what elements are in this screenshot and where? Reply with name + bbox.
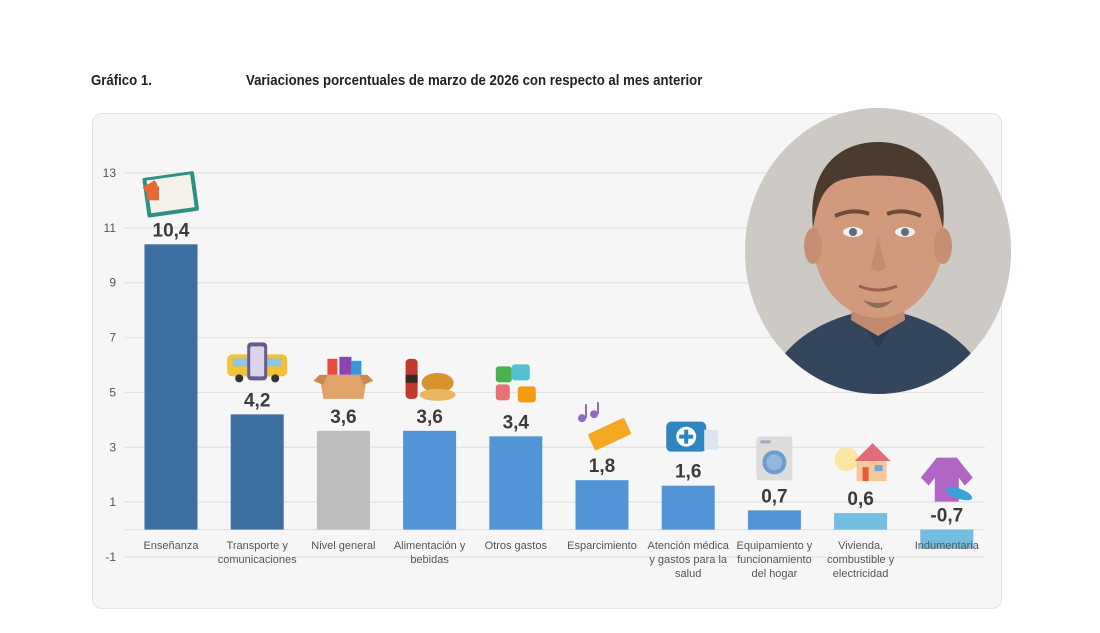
food-drink-icon [405, 358, 456, 401]
x-tick-label: electricidad [833, 568, 889, 580]
book-icon [142, 171, 199, 218]
washing-machine-icon [756, 436, 793, 481]
grocery-box-icon [313, 356, 374, 399]
bar [834, 513, 888, 530]
bar [403, 430, 457, 530]
y-tick-label: -1 [105, 550, 116, 564]
value-label: 3,4 [503, 412, 530, 433]
x-tick-label: Otros gastos [485, 540, 548, 552]
value-label: 3,6 [416, 407, 442, 428]
y-axis-ticks: 13 11 9 7 5 3 1 -1 [103, 166, 117, 564]
house-bulb-icon [834, 443, 891, 482]
x-tick-label: Equipamiento y [736, 540, 812, 552]
value-label: 4,2 [244, 390, 270, 411]
y-tick-label: 13 [103, 166, 117, 180]
bar [575, 480, 629, 530]
figure-number: Gráfico 1. [91, 72, 152, 89]
y-tick-label: 7 [109, 331, 116, 345]
x-tick-label: combustible y [827, 554, 895, 566]
bar [747, 510, 801, 530]
puzzle-money-icon [495, 364, 536, 403]
x-tick-label: y gastos para la [649, 554, 728, 566]
value-label: 0,7 [761, 486, 787, 507]
value-label: 1,6 [675, 462, 701, 483]
value-label: 10,4 [153, 220, 190, 241]
x-tick-label: funcionamiento [737, 554, 812, 566]
y-tick-label: 1 [109, 495, 116, 509]
x-tick-label: Atención médica [648, 540, 730, 552]
x-tick-label: Esparcimiento [567, 540, 637, 552]
value-label: 1,8 [589, 456, 615, 477]
bar [316, 430, 370, 530]
x-tick-label: Enseñanza [143, 540, 199, 552]
bus-phone-icon [227, 342, 288, 383]
value-labels: 10,4 4,2 3,6 3,6 3,4 1,8 1,6 0,7 0,6 -0,7 [153, 220, 964, 526]
x-tick-label: Indumentaria [915, 540, 980, 552]
x-tick-label: Nivel general [311, 540, 375, 552]
category-icons [142, 171, 973, 502]
bar [489, 436, 543, 530]
medical-kit-icon [666, 421, 719, 452]
ticket-music-icon [578, 402, 631, 451]
y-tick-label: 3 [109, 440, 116, 454]
clothing-icon [920, 457, 973, 502]
x-tick-label: bebidas [410, 554, 449, 566]
x-tick-label: comunicaciones [218, 554, 297, 566]
bar [144, 244, 198, 530]
x-tick-label: Vivienda, [838, 540, 883, 552]
value-label: -0,7 [930, 506, 963, 527]
x-axis-labels: Enseñanza Transporte y comunicaciones Nivel… [143, 540, 979, 580]
bar [661, 485, 715, 530]
x-tick-label: del hogar [751, 568, 797, 580]
value-label: 0,6 [847, 489, 873, 510]
y-tick-label: 5 [109, 385, 116, 399]
x-tick-label: Transporte y [227, 540, 289, 552]
x-tick-label: salud [675, 568, 701, 580]
value-label: 3,6 [330, 407, 356, 428]
bar [920, 529, 974, 549]
y-tick-label: 9 [109, 276, 116, 290]
bar [230, 414, 284, 530]
portrait-photo [745, 108, 1011, 394]
chart-title: Variaciones porcentuales de marzo de 202… [246, 72, 703, 89]
person-photo-icon [745, 108, 1011, 394]
y-tick-label: 11 [104, 221, 117, 235]
x-tick-label: Alimentación y [394, 540, 466, 552]
bars [144, 244, 974, 549]
